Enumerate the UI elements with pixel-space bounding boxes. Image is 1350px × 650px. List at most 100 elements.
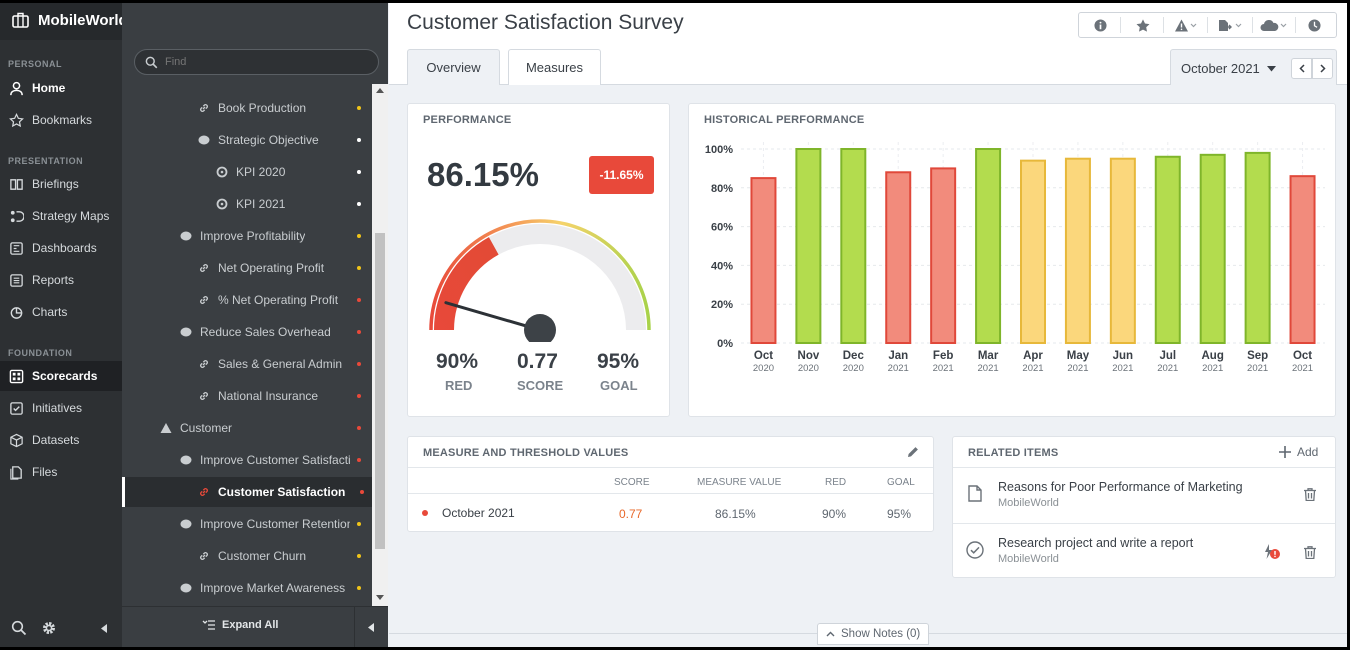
trash-icon[interactable]: [1304, 488, 1316, 501]
collapse-nav-icon[interactable]: [101, 624, 109, 633]
red-value: 90%: [436, 350, 479, 373]
scroll-up-icon[interactable]: [376, 88, 384, 93]
x-tick-year: 2021: [1112, 363, 1133, 374]
scroll-thumb[interactable]: [375, 233, 385, 549]
scorecard-tree: Book Production Strategic Objective KPI 20…: [122, 3, 388, 647]
bar: [1020, 159, 1046, 344]
info-icon[interactable]: [1094, 19, 1107, 32]
tree-item[interactable]: Improve Market Awareness: [122, 573, 372, 603]
nav-item-initiatives[interactable]: Initiatives: [0, 393, 122, 423]
nav-item-files[interactable]: Files: [0, 457, 122, 487]
search-icon[interactable]: [11, 620, 27, 636]
nav-label: Strategy Maps: [32, 209, 110, 223]
gear-icon[interactable]: [41, 620, 57, 636]
trash-icon[interactable]: [1304, 546, 1316, 559]
status-dot: [357, 266, 361, 270]
link-icon: [200, 360, 208, 368]
collapse-tree-icon[interactable]: [368, 623, 375, 632]
related-item[interactable]: Research project and write a report Mobi…: [953, 524, 1335, 578]
y-tick-label: 20%: [711, 299, 733, 311]
tree-scrollbar[interactable]: [372, 84, 388, 606]
nav-item-reports[interactable]: Reports: [0, 265, 122, 295]
perspective-icon: [160, 423, 172, 433]
divider: [408, 467, 933, 468]
nav-item-bookmarks[interactable]: Bookmarks: [0, 105, 122, 135]
status-dot: [357, 202, 361, 206]
performance-card: PERFORMANCE 86.15% -11.65%: [407, 103, 670, 417]
tree-item-label: % Net Operating Profit: [218, 293, 339, 307]
expand-all-button[interactable]: Expand All: [202, 619, 278, 631]
pencil-icon[interactable]: [907, 446, 919, 458]
add-related-button[interactable]: Add: [1279, 445, 1318, 459]
section-personal: PERSONAL: [8, 59, 63, 69]
x-tick-label: Nov: [798, 350, 820, 362]
export-icon[interactable]: [1218, 19, 1242, 32]
nav-item-datasets[interactable]: Datasets: [0, 425, 122, 455]
tree-item[interactable]: KPI 2021: [122, 189, 372, 219]
next-period-button[interactable]: [1312, 58, 1333, 79]
tree-item[interactable]: National Insurance: [122, 381, 372, 411]
tree-item[interactable]: Customer Satisfaction: [122, 477, 372, 507]
tree-item[interactable]: Improve Customer Retention: [122, 509, 372, 539]
cloud-icon[interactable]: [1260, 19, 1288, 32]
x-tick-label: Feb: [933, 350, 953, 362]
tree-item[interactable]: Improve Profitability: [122, 221, 372, 251]
tree-item[interactable]: Improve Customer Satisfaction: [122, 445, 372, 475]
row-measure-value: 86.15%: [715, 507, 756, 521]
search-icon: [145, 56, 158, 69]
x-tick-label: Mar: [978, 350, 999, 362]
col-red: RED: [825, 477, 847, 488]
search-box[interactable]: [134, 49, 379, 75]
tree-item[interactable]: Reduce Sales Overhead: [122, 317, 372, 347]
period-select[interactable]: October 2021: [1181, 61, 1276, 76]
period-bar: October 2021: [1170, 49, 1337, 85]
nav-item-briefings[interactable]: Briefings: [0, 169, 122, 199]
bar: [1109, 157, 1136, 345]
nav-item-home[interactable]: Home: [0, 73, 122, 103]
bar: [1199, 153, 1226, 344]
nav-label: Initiatives: [32, 401, 83, 415]
scroll-down-icon[interactable]: [376, 595, 384, 600]
nav-item-strategy-maps[interactable]: Strategy Maps: [0, 201, 122, 231]
tree-item[interactable]: Strategic Objective: [122, 125, 372, 155]
related-item[interactable]: Reasons for Poor Performance of Marketin…: [953, 468, 1335, 523]
performance-value: 86.15%: [427, 156, 539, 193]
nav-label: Files: [32, 465, 58, 479]
tree-item[interactable]: % Net Operating Profit: [122, 285, 372, 315]
nav-item-scorecards[interactable]: Scorecards: [0, 361, 122, 391]
x-tick-year: 2021: [978, 363, 999, 374]
tree-item[interactable]: Sales & General Admin: [122, 349, 372, 379]
kpi-icon: [216, 166, 228, 178]
check-circle-icon: [966, 541, 984, 559]
search-input[interactable]: [165, 54, 365, 70]
nav-item-charts[interactable]: Charts: [0, 297, 122, 327]
nav-label: Dashboards: [32, 241, 97, 255]
tree-item[interactable]: Customer: [122, 413, 372, 443]
prev-period-button[interactable]: [1291, 58, 1312, 79]
alert-bolt-icon[interactable]: [1264, 544, 1281, 560]
alert-icon[interactable]: [1175, 19, 1197, 32]
history-icon[interactable]: [1308, 19, 1321, 32]
section-presentation: PRESENTATION: [8, 156, 84, 166]
tree-item[interactable]: KPI 2020: [122, 157, 372, 187]
tree-item[interactable]: Book Production: [122, 93, 372, 123]
tree-item[interactable]: Net Operating Profit: [122, 253, 372, 283]
tree-list: Book Production Strategic Objective KPI 20…: [122, 84, 372, 606]
x-tick-year: 2021: [1202, 363, 1223, 374]
tree-item-label: Reduce Sales Overhead: [200, 325, 331, 339]
link-icon: [200, 296, 208, 304]
tree-item[interactable]: Customer Churn: [122, 541, 372, 571]
table-row[interactable]: October 2021 0.77 86.15% 90% 95%: [408, 494, 933, 531]
tree-item-label: Improve Market Awareness: [200, 581, 346, 595]
main-nav: PERSONAL Home Bookmarks PRESENTATION Bri…: [0, 3, 122, 647]
star-icon: [9, 112, 24, 127]
book-icon: [10, 178, 23, 190]
related-title: Reasons for Poor Performance of Marketin…: [998, 480, 1243, 494]
tab-measures[interactable]: Measures: [508, 49, 601, 85]
nav-item-dashboards[interactable]: Dashboards: [0, 233, 122, 263]
show-notes-button[interactable]: Show Notes (0): [817, 623, 930, 645]
bar: [840, 148, 867, 344]
tab-overview[interactable]: Overview: [407, 49, 500, 85]
objective-icon: [180, 519, 192, 529]
star-icon[interactable]: [1136, 19, 1150, 32]
